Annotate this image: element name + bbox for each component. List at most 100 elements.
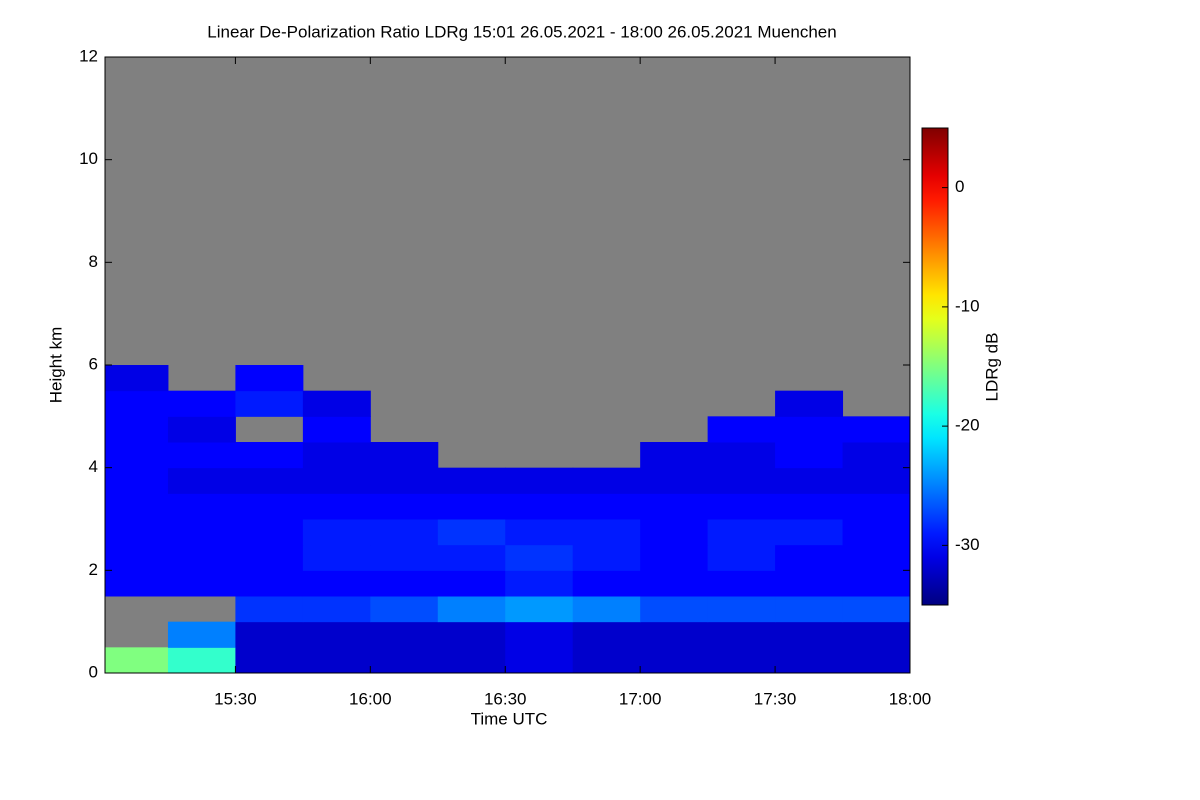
heatmap-cell (842, 416, 911, 443)
colorbar-tick-label: -20 (955, 416, 980, 435)
heatmap-cell (167, 519, 236, 546)
heatmap-cell (707, 442, 776, 469)
heatmap-cell (572, 570, 641, 597)
heatmap-cell (370, 544, 439, 571)
heatmap-cell (105, 647, 169, 674)
heatmap-cell (842, 647, 911, 674)
heatmap-cell (302, 519, 371, 546)
heatmap-cell (167, 647, 236, 674)
heatmap-cell (370, 596, 439, 623)
heatmap-cell (775, 570, 844, 597)
heatmap-cell (167, 544, 236, 571)
heatmap-cell (167, 467, 236, 494)
heatmap-cell (167, 570, 236, 597)
heatmap-cell (640, 544, 709, 571)
heatmap-cell (235, 519, 304, 546)
y-axis-label: Height km (46, 327, 65, 404)
heatmap-cell (775, 493, 844, 520)
heatmap-cell (572, 493, 641, 520)
y-tick-label: 4 (89, 457, 98, 476)
heatmap-cell (437, 570, 506, 597)
heatmap-cell (775, 519, 844, 546)
colorbar-tick-label: -10 (955, 296, 980, 315)
heatmap-cell (105, 544, 169, 571)
heatmap-cell (105, 390, 169, 417)
heatmap-cell (437, 621, 506, 648)
heatmap-cell (235, 621, 304, 648)
colorbar-tick-label: -30 (955, 535, 980, 554)
heatmap-cell (505, 647, 574, 674)
heatmap-cell (707, 596, 776, 623)
heatmap-cell (302, 647, 371, 674)
heatmap-cell (775, 544, 844, 571)
heatmap-cell (235, 544, 304, 571)
heatmap-cell (707, 647, 776, 674)
heatmap-cell (572, 621, 641, 648)
heatmap-cell (572, 467, 641, 494)
heatmap-cell (842, 570, 911, 597)
heatmap-cell (640, 519, 709, 546)
heatmap-cell (302, 544, 371, 571)
heatmap-cell (437, 467, 506, 494)
heatmap-cell (370, 442, 439, 469)
heatmap-cell (775, 390, 844, 417)
heatmap-cell (775, 647, 844, 674)
heatmap-cell (302, 467, 371, 494)
heatmap-cell (235, 596, 304, 623)
heatmap-cell (707, 493, 776, 520)
heatmap-cell (370, 621, 439, 648)
heatmap-cell (105, 493, 169, 520)
heatmap-cell (775, 442, 844, 469)
heatmap-cell (842, 493, 911, 520)
heatmap-cell (572, 519, 641, 546)
heatmap-cell (105, 570, 169, 597)
heatmap-cell (437, 596, 506, 623)
heatmap-cell (505, 493, 574, 520)
heatmap-cell (235, 390, 304, 417)
x-tick-label: 17:30 (754, 689, 797, 708)
heatmap-cell (572, 647, 641, 674)
colorbar (921, 127, 949, 606)
heatmap-cell (105, 416, 169, 443)
heatmap-cell (505, 544, 574, 571)
y-tick-label: 10 (79, 149, 98, 168)
heatmap-cell (707, 621, 776, 648)
heatmap-cell (370, 570, 439, 597)
heatmap-cell (302, 493, 371, 520)
heatmap-cell (167, 493, 236, 520)
heatmap-cell (370, 647, 439, 674)
heatmap-cell (842, 467, 911, 494)
colorbar-tick-label: 0 (955, 177, 964, 196)
heatmap-cell (505, 596, 574, 623)
heatmap-cell (235, 442, 304, 469)
heatmap-cell (302, 442, 371, 469)
heatmap-cell (370, 467, 439, 494)
heatmap-cell (707, 544, 776, 571)
heatmap-cell (842, 544, 911, 571)
heatmap-cell (437, 493, 506, 520)
heatmap-cell (370, 519, 439, 546)
heatmap-cell (640, 570, 709, 597)
heatmap-cell (707, 519, 776, 546)
heatmap-cell (707, 570, 776, 597)
heatmap-cell (775, 621, 844, 648)
heatmap-cell (105, 467, 169, 494)
colorbar-label: LDRg dB (982, 333, 1001, 402)
heatmap-cell (842, 596, 911, 623)
heatmap-cell (105, 442, 169, 469)
heatmap-cell (302, 416, 371, 443)
y-tick-label: 0 (89, 662, 98, 681)
heatmap-cell (235, 365, 304, 392)
heatmap-cell (302, 596, 371, 623)
y-tick-label: 12 (79, 46, 98, 65)
heatmap-cell (707, 467, 776, 494)
x-tick-label: 18:00 (889, 689, 932, 708)
heatmap-cell (775, 596, 844, 623)
x-axis-label: Time UTC (471, 709, 548, 728)
chart-title: Linear De-Polarization Ratio LDRg 15:01 … (207, 22, 836, 41)
heatmap-cell (842, 519, 911, 546)
y-tick-label: 8 (89, 252, 98, 271)
x-tick-label: 15:30 (214, 689, 257, 708)
heatmap-cell (775, 467, 844, 494)
